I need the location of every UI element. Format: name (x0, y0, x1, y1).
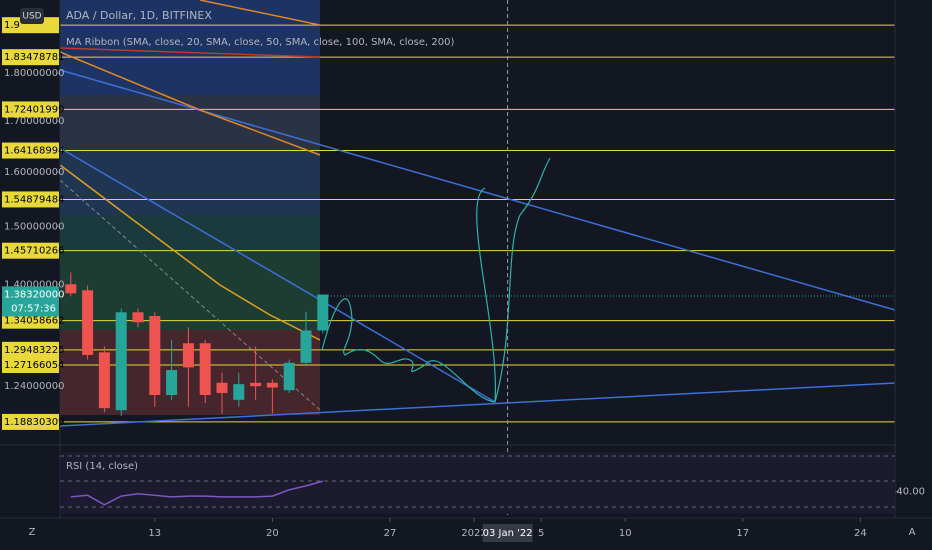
rsi-tick-label: 40.00 (896, 486, 925, 497)
zone (60, 255, 320, 330)
drawings (59, 0, 896, 427)
rsi-title: RSI (14, close) (66, 461, 138, 472)
x-tick-label: 10 (619, 528, 632, 539)
axes: 1.80000000 1.70000000 1.60000000 1.50000000… (2, 8, 925, 542)
candle-body (149, 316, 161, 396)
rsi-band (60, 452, 895, 514)
level-label: 1.54879484 (4, 194, 64, 205)
current-price-bg (2, 286, 59, 317)
candle-body (233, 384, 245, 400)
level-label-bg (2, 242, 59, 259)
level-label: 1.83478781 (4, 52, 64, 63)
level-label: 1.27166054 (4, 360, 64, 371)
level-label-bg (2, 49, 59, 66)
zone (60, 150, 320, 215)
ma-line (199, 0, 321, 26)
candle-body (166, 370, 178, 396)
level-label: 1.72401999 (4, 104, 64, 115)
current-price: 1.38320000 (4, 289, 64, 300)
level-label-bg (2, 191, 59, 208)
trend-line (59, 382, 896, 427)
candle-body (199, 343, 211, 396)
indicator: MA Ribbon (SMA, close, 20, SMA, close, 5… (66, 37, 454, 48)
level-label: 1.34058662 (4, 316, 64, 327)
corner-icon: A (909, 527, 916, 538)
level-label: 1.18830309 (4, 417, 64, 428)
ma-line (59, 51, 321, 156)
y-tick-label: 1.70000000 (4, 116, 64, 127)
y-tick-label: 1.40000000 (4, 279, 64, 290)
candles (65, 272, 329, 416)
level-label-bg (2, 312, 59, 329)
y-tick-label: 1.60000000 (4, 167, 64, 178)
level-label-bg (2, 356, 59, 373)
freehand (321, 157, 551, 403)
currency: USD (22, 12, 41, 22)
candle-body (182, 343, 194, 368)
dashed-line (59, 179, 321, 411)
level-label-bg (2, 413, 59, 430)
level-label: 1.45710266 (4, 246, 64, 257)
level-label-bg (2, 341, 59, 358)
level-label-bg (2, 142, 59, 159)
zone (60, 95, 320, 150)
candle-body (250, 382, 262, 387)
candle-body (317, 294, 329, 331)
candle-body (266, 382, 278, 388)
y-tick-label: 1.50000000 (4, 221, 64, 232)
zone (60, 215, 320, 255)
y-tick-label: 1.24000000 (4, 381, 64, 392)
level-label: 1.29483225 (4, 345, 64, 356)
candle-body (216, 382, 228, 393)
level-label-bg (2, 17, 59, 34)
candle-body (115, 312, 127, 411)
level-label-bg (2, 101, 59, 118)
x-tick-label: 27 (384, 528, 397, 539)
currency-badge (20, 8, 44, 24)
ma-line (59, 164, 321, 341)
chart-title: ADA / Dollar, 1D, BITFINEX (66, 9, 212, 22)
ma-line (59, 47, 321, 58)
crosshair-label-bg (482, 524, 533, 542)
candle-body (283, 362, 295, 391)
level-label: 1.64168994 (4, 146, 64, 157)
x-tick-label: 5 (538, 528, 544, 539)
candle-body (132, 312, 144, 323)
x-tick-label: 13 (148, 528, 161, 539)
rsi-line (70, 480, 324, 506)
candle-body (98, 352, 110, 409)
price-axis (0, 0, 60, 518)
candle-body (65, 284, 77, 294)
countdown: 07:57:36 (11, 303, 56, 314)
candle-body (300, 330, 312, 363)
crosshair-label: 03 Jan '22 (483, 528, 533, 539)
x-tick-label: 17 (736, 528, 749, 539)
x-tick-label: 24 (854, 528, 867, 539)
x-tick-label: 2022 (461, 528, 486, 539)
corner-icon: Z (29, 527, 36, 538)
y-tick-label: 1.80000000 (4, 68, 64, 79)
candle-body (82, 290, 94, 355)
x-tick-label: 20 (266, 528, 279, 539)
trend-line (59, 147, 496, 403)
level-label: 1.9 (4, 20, 20, 31)
